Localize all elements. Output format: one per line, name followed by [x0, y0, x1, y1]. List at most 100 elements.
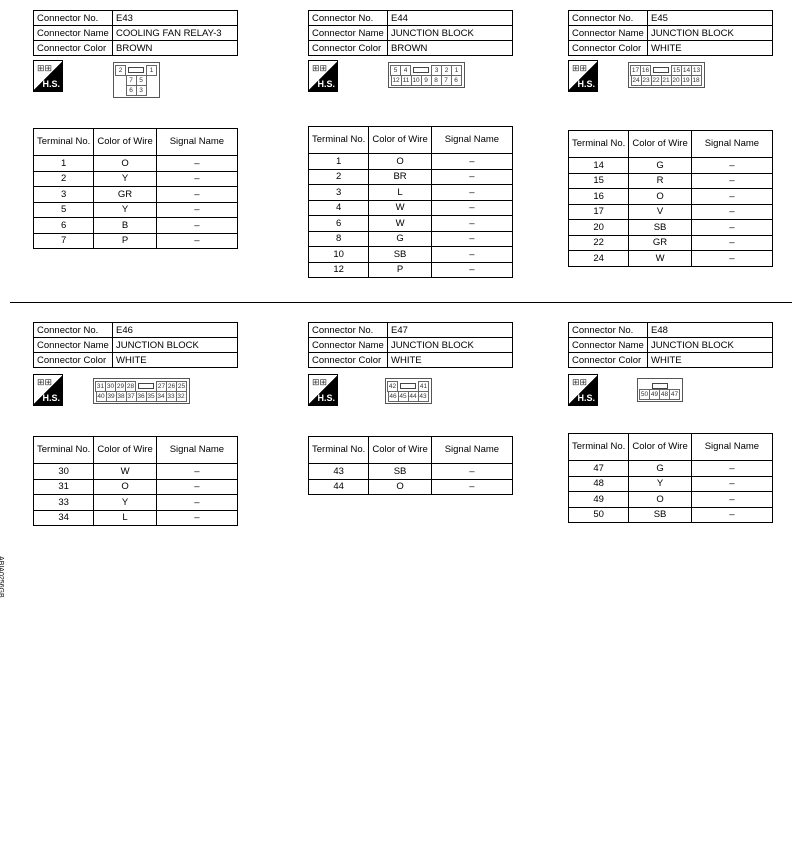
terminal-no: 47	[567, 460, 630, 477]
table-row: 15 R –	[567, 172, 774, 189]
connector-no: E46	[112, 322, 238, 338]
table-row: 22 GR –	[567, 234, 774, 251]
terminal-no: 15	[567, 172, 630, 189]
connector-info-table: Connector No. E48 Connector Name JUNCTION …	[568, 322, 773, 368]
wire-color: O	[368, 153, 432, 170]
signal-name: –	[155, 201, 239, 218]
connector-no: E44	[387, 10, 513, 26]
table-row: 33 Y –	[32, 494, 239, 511]
connector-panel-e43: Connector No. E43 Connector Name COOLING F…	[32, 10, 243, 530]
label: Connector No.	[568, 10, 648, 26]
signal-name: –	[430, 184, 514, 201]
wire-color: G	[368, 230, 432, 247]
signal-name: –	[430, 261, 514, 278]
table-row: 1 O –	[32, 155, 239, 172]
signal-name: –	[155, 186, 239, 203]
terminal-no: 10	[307, 246, 370, 263]
signal-name: –	[430, 246, 514, 263]
signal-name: –	[430, 153, 514, 170]
wire-color: W	[93, 463, 157, 480]
table-row: 31 O –	[32, 478, 239, 495]
terminal-no: 20	[567, 219, 630, 236]
connector-color: WHITE	[112, 352, 238, 368]
label: Connector Name	[308, 337, 388, 353]
signal-name: –	[155, 170, 239, 187]
harness-side-icon: ⊞⊞ H.S.	[308, 374, 338, 406]
wire-color: O	[628, 491, 692, 508]
terminal-table: Terminal No. Color of Wire Signal Name 14 G –…	[567, 130, 774, 267]
header-signal-name: Signal Name	[155, 436, 239, 464]
terminal-no: 6	[307, 215, 370, 232]
wire-color: L	[93, 509, 157, 526]
table-row: 5 Y –	[32, 201, 239, 218]
wire-color: R	[628, 172, 692, 189]
wire-color: O	[368, 478, 432, 495]
connector-no: E43	[112, 10, 238, 26]
wire-color: GR	[93, 186, 157, 203]
signal-name: –	[430, 478, 514, 495]
signal-name: –	[430, 199, 514, 216]
terminal-table: Terminal No. Color of Wire Signal Name 43 SB…	[307, 436, 514, 495]
header-terminal-no: Terminal No.	[32, 436, 95, 464]
table-row: 1 O –	[307, 153, 514, 170]
connector-info-table: Connector No. E45 Connector Name JUNCTION …	[568, 10, 773, 56]
signal-name: –	[155, 494, 239, 511]
table-row: 3 L –	[307, 184, 514, 201]
connector-panel-e47: Connector No. E47 Connector Name JUNCTION …	[307, 322, 518, 842]
terminal-no: 6	[32, 217, 95, 234]
wire-color: V	[628, 203, 692, 220]
terminal-no: 14	[567, 157, 630, 174]
connector-color: BROWN	[387, 40, 513, 56]
connector-face-diagram: 17 16 15 14 13 24 23 22 21 20 19 18	[628, 62, 705, 88]
terminal-no: 30	[32, 463, 95, 480]
terminal-no: 2	[307, 168, 370, 185]
signal-name: –	[430, 215, 514, 232]
terminal-no: 33	[32, 494, 95, 511]
wire-color: P	[93, 232, 157, 249]
label: Connector Color	[33, 40, 113, 56]
label: Connector Name	[568, 337, 648, 353]
terminal-cavity: 18	[690, 75, 702, 86]
connector-latch	[135, 381, 157, 390]
connector-panel-e46: Connector No. E46 Connector Name JUNCTION …	[32, 322, 243, 842]
terminal-no: 22	[567, 234, 630, 251]
header-terminal-no: Terminal No.	[307, 436, 370, 464]
wire-color: G	[628, 460, 692, 477]
signal-name: –	[155, 509, 239, 526]
connector-panel-e48: Connector No. E48 Connector Name JUNCTION …	[567, 322, 778, 842]
label: Connector No.	[308, 322, 388, 338]
terminal-no: 17	[567, 203, 630, 220]
label: Connector Name	[33, 25, 113, 41]
signal-name: –	[690, 460, 774, 477]
wire-color: BR	[368, 168, 432, 185]
terminal-no: 3	[307, 184, 370, 201]
wire-color: Y	[93, 170, 157, 187]
terminal-table: Terminal No. Color of Wire Signal Name 30 W –…	[32, 436, 239, 526]
table-row: 4 W –	[307, 199, 514, 216]
connector-no: E47	[387, 322, 513, 338]
wire-color: L	[368, 184, 432, 201]
label: Connector Name	[568, 25, 648, 41]
signal-name: –	[690, 475, 774, 492]
terminal-no: 16	[567, 188, 630, 205]
connector-panel-e44: Connector No. E44 Connector Name JUNCTION …	[307, 10, 518, 530]
connector-info-table: Connector No. E43 Connector Name COOLING F…	[33, 10, 238, 56]
header-signal-name: Signal Name	[690, 433, 774, 461]
connector-name: JUNCTION BLOCK	[387, 25, 513, 41]
table-row: 17 V –	[567, 203, 774, 220]
terminal-cavity: 3	[135, 85, 147, 96]
terminal-no: 43	[307, 463, 370, 480]
table-row: 14 G –	[567, 157, 774, 174]
harness-side-icon: ⊞⊞ H.S.	[33, 374, 63, 406]
signal-name: –	[155, 478, 239, 495]
connector-color: WHITE	[647, 40, 773, 56]
section-divider	[10, 302, 792, 303]
table-row: 20 SB –	[567, 219, 774, 236]
terminal-no: 5	[32, 201, 95, 218]
table-row: 43 SB –	[307, 463, 514, 480]
harness-side-icon: ⊞⊞ H.S.	[308, 60, 338, 92]
wire-color: O	[93, 155, 157, 172]
signal-name: –	[690, 234, 774, 251]
signal-name: –	[690, 157, 774, 174]
signal-name: –	[690, 219, 774, 236]
